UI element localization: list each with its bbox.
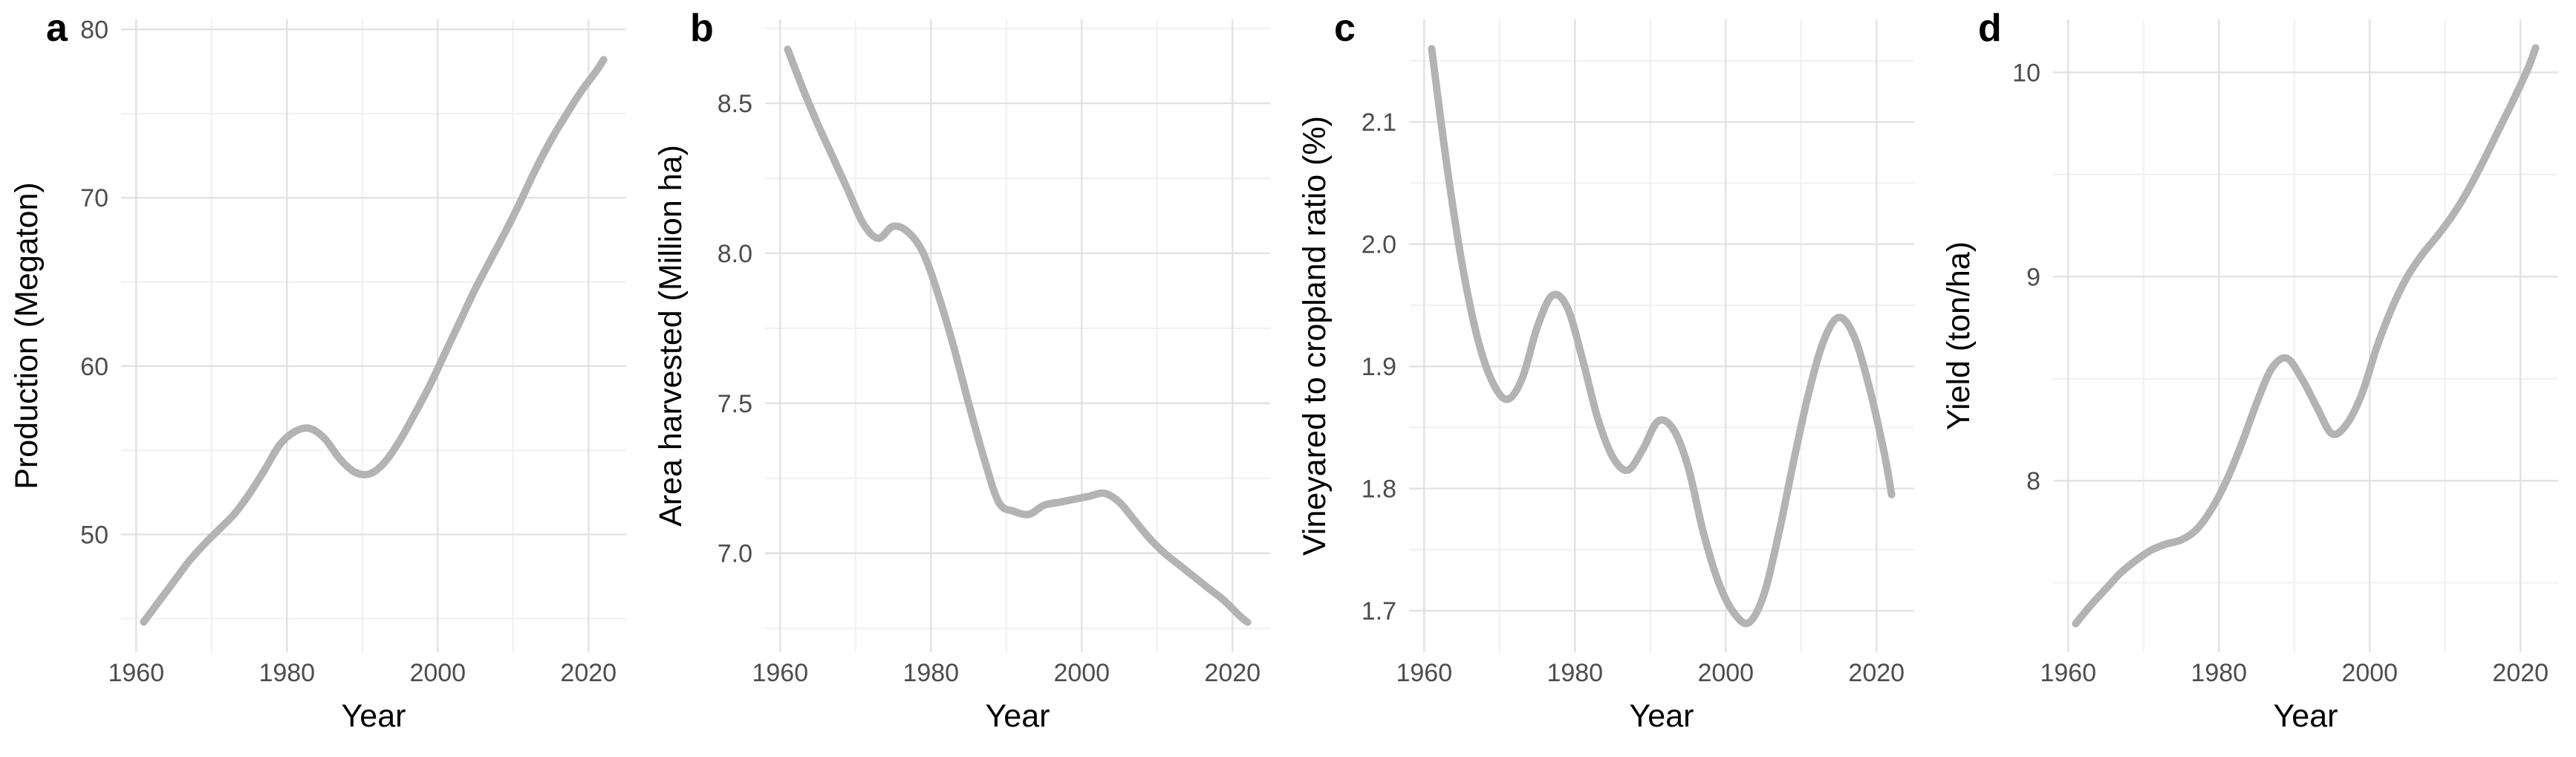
y-tick-label: 8.0	[718, 240, 752, 268]
panel-a: 1960 1980 2000 2020 50 60 70 80 Year Production (…	[0, 0, 644, 757]
y-tick-label: 70	[80, 184, 108, 212]
y-tick-label: 80	[80, 16, 108, 45]
y-tick-label: 2.1	[1362, 108, 1396, 137]
x-tick-label: 1980	[258, 659, 315, 687]
x-tick-label: 2020	[2492, 659, 2549, 687]
smooth-trend-line	[784, 45, 1252, 626]
y-axis-title: Area harvested (Million ha)	[653, 145, 689, 527]
x-tick-label: 1960	[752, 659, 808, 687]
x-axis-title: Year	[342, 698, 406, 734]
x-tick-label: 1980	[1546, 659, 1603, 687]
y-axis-title: Production (Megaton)	[9, 182, 45, 490]
chart-canvas-a: 1960 1980 2000 2020 50 60 70 80 Year Production (…	[9, 16, 626, 734]
x-axis-title: Year	[2274, 698, 2338, 734]
x-tick-label: 2000	[2341, 659, 2398, 687]
chart-canvas-c: 1960 1980 2000 2020 1.7 1.8 1.9 2.0 2.1 Year Viney…	[1297, 19, 1914, 734]
y-tick-label: 60	[80, 353, 108, 381]
y-tick-label: 1.7	[1362, 597, 1396, 626]
x-tick-label: 1980	[2190, 659, 2247, 687]
smooth-trend-line	[1428, 45, 1896, 628]
y-tick-label: 9	[2026, 263, 2040, 291]
y-tick-label: 8	[2026, 467, 2040, 496]
y-tick-label: 2.0	[1362, 231, 1396, 259]
smooth-trend-line	[2072, 44, 2540, 628]
x-tick-label: 2020	[560, 659, 617, 687]
x-tick-label: 1960	[108, 659, 164, 687]
chart-canvas-d: 1960 1980 2000 2020 8 9 10 Year Yield (ton/ha)	[1941, 19, 2558, 734]
y-tick-label: 7.5	[718, 390, 752, 418]
smooth-trend-line	[140, 56, 608, 626]
y-tick-label: 7.0	[718, 540, 752, 568]
y-tick-label: 10	[2012, 59, 2040, 87]
x-tick-label: 2000	[1053, 659, 1110, 687]
x-axis-title: Year	[986, 698, 1050, 734]
y-tick-label: 50	[80, 521, 108, 549]
x-tick-label: 1960	[2040, 659, 2096, 687]
y-tick-label: 1.8	[1362, 475, 1396, 504]
y-axis-title: Vineyared to cropland ratio (%)	[1297, 116, 1333, 556]
panel-c: 1960 1980 2000 2020 1.7 1.8 1.9 2.0 2.1 Year Viney…	[1288, 0, 1932, 757]
x-tick-label: 1980	[902, 659, 959, 687]
chart-canvas-b: 1960 1980 2000 2020 7.0 7.5 8.0 8.5 Year Area har…	[653, 19, 1270, 734]
panel-label-a: a	[46, 7, 68, 50]
panel-label-d: d	[1978, 7, 2002, 50]
x-tick-label: 2000	[1697, 659, 1754, 687]
x-tick-label: 1960	[1396, 659, 1452, 687]
y-tick-label: 8.5	[718, 90, 752, 118]
x-tick-label: 2000	[409, 659, 466, 687]
y-axis-title: Yield (ton/ha)	[1941, 241, 1977, 430]
panel-b: 1960 1980 2000 2020 7.0 7.5 8.0 8.5 Year Area har…	[644, 0, 1288, 757]
panel-label-b: b	[690, 7, 714, 50]
panel-d: 1960 1980 2000 2020 8 9 10 Year Yield (ton/ha) d	[1932, 0, 2576, 757]
panel-label-c: c	[1334, 7, 1356, 50]
x-axis-title: Year	[1630, 698, 1694, 734]
x-tick-label: 2020	[1204, 659, 1261, 687]
y-tick-label: 1.9	[1362, 353, 1396, 381]
x-tick-label: 2020	[1848, 659, 1905, 687]
